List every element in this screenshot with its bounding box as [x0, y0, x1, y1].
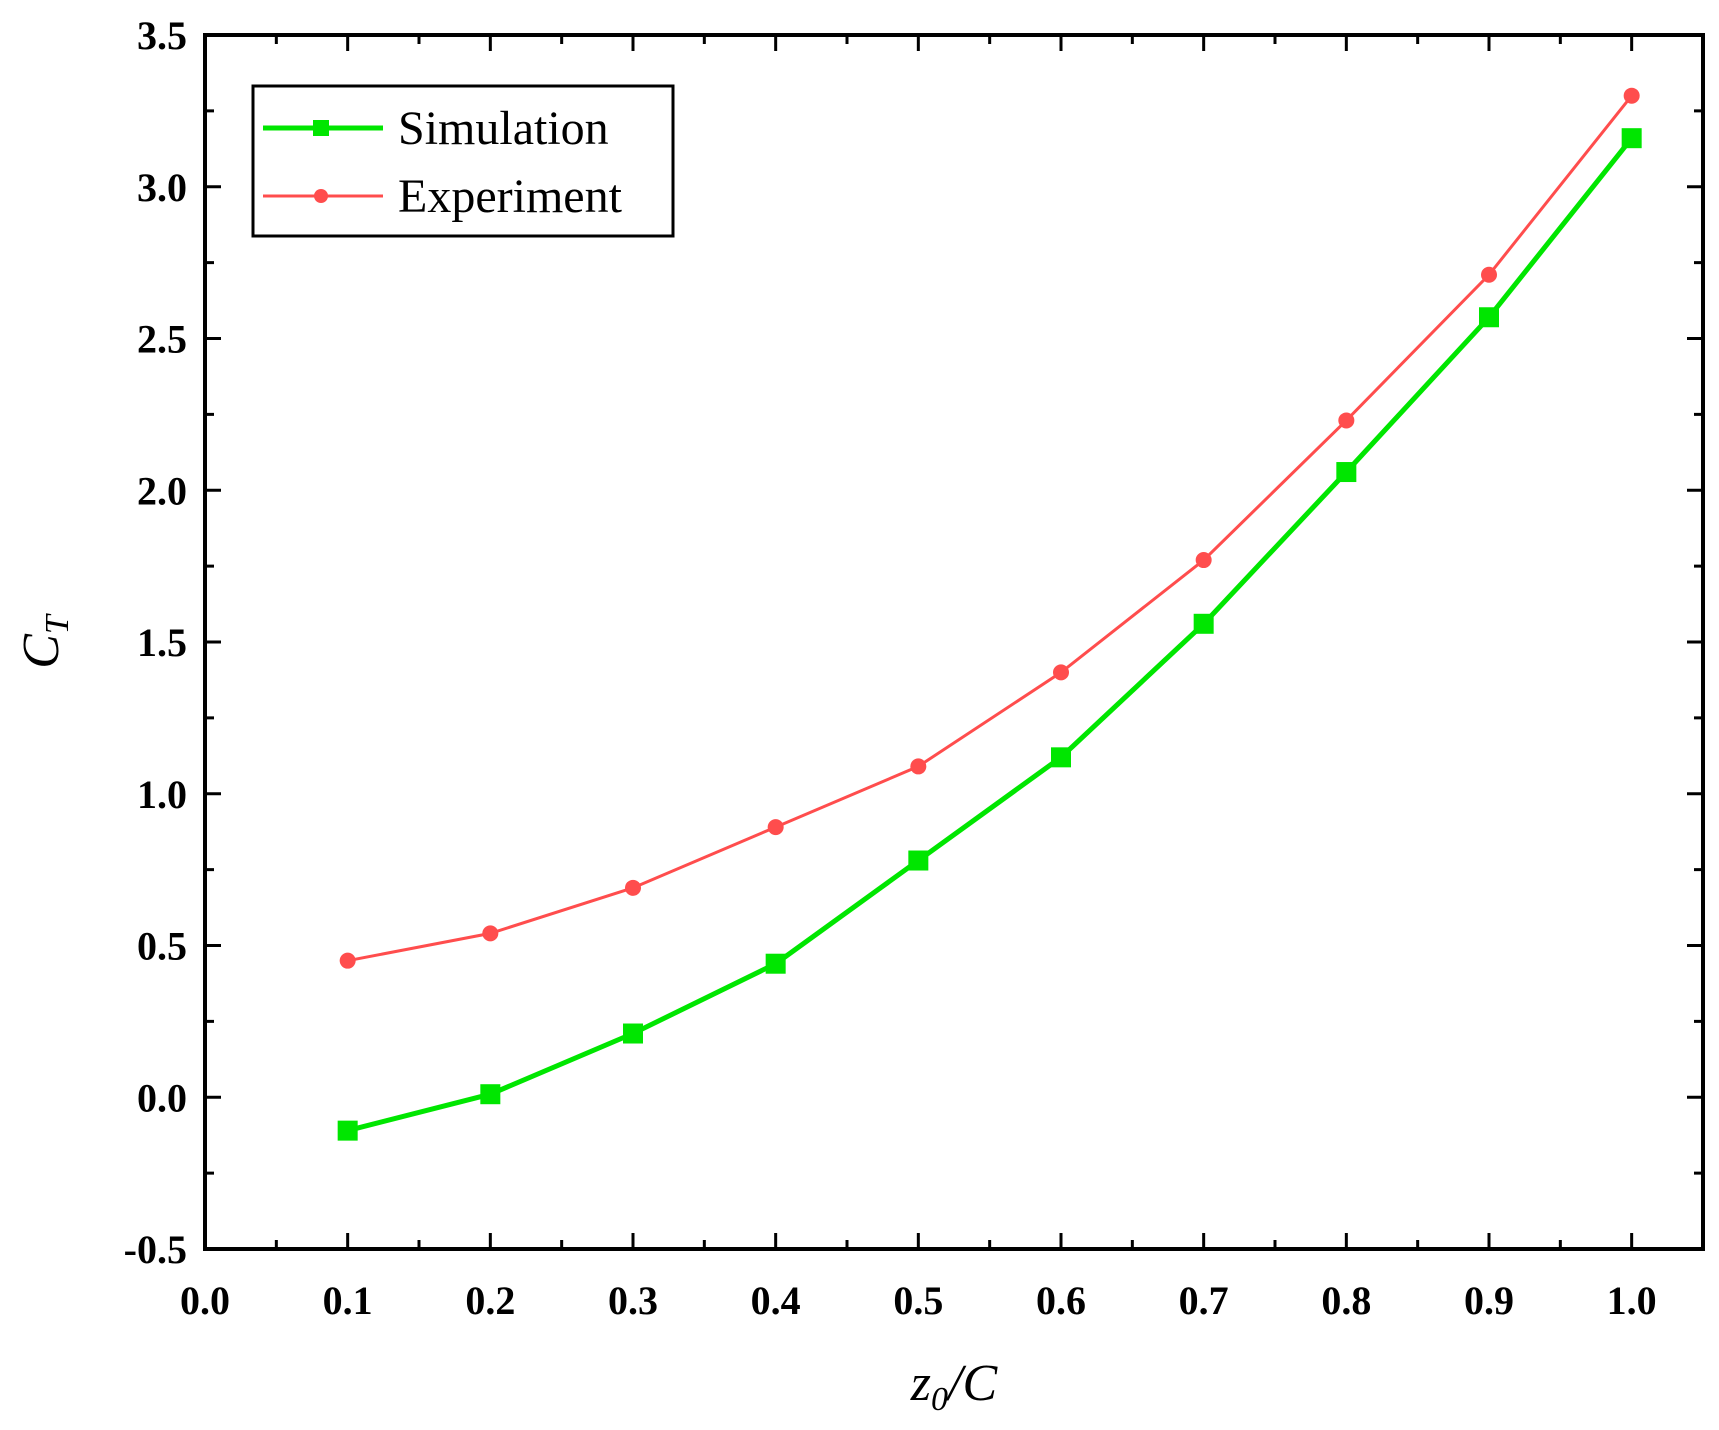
y-tick-label: 2.0: [137, 468, 187, 513]
data-point-experiment: [1338, 412, 1355, 429]
data-point-experiment: [767, 819, 784, 836]
data-point-simulation: [1621, 128, 1642, 149]
data-point-experiment: [910, 758, 927, 775]
x-tick-label: 0.3: [608, 1278, 658, 1323]
data-point-simulation: [337, 1120, 358, 1141]
data-point-experiment: [1623, 87, 1640, 104]
data-point-simulation: [908, 850, 929, 871]
data-point-simulation: [1479, 307, 1499, 328]
plot-layer: [337, 87, 1642, 1141]
y-tick-label: 2.5: [137, 317, 187, 362]
x-tick-label: 0.1: [323, 1278, 373, 1323]
x-tick-label: 0.4: [751, 1278, 801, 1323]
y-tick-label: 1.5: [137, 620, 187, 665]
legend-box: [251, 84, 675, 238]
series-line-simulation: [347, 136, 1634, 1134]
legend-label-simulation: Simulation: [398, 102, 609, 155]
data-point-experiment: [482, 925, 499, 942]
data-point-simulation: [1336, 462, 1357, 483]
y-tick-label: 3.0: [137, 165, 187, 210]
axes-layer: 0.0 0.1 0.2 0.3 0.4 0.5 0.6 0.7 0.8 0.9 1.0 -0.5 0.0…: [124, 13, 1705, 1323]
data-point-simulation: [1193, 613, 1214, 634]
x-axis-title: z0/C: [910, 1355, 999, 1418]
legend-swatch-marker: [314, 189, 328, 203]
data-point-simulation: [623, 1023, 643, 1044]
x-tick-label: 0.6: [1036, 1278, 1086, 1323]
data-point-experiment: [1481, 266, 1497, 283]
y-axis-title: CT: [13, 613, 76, 669]
legend: Simulation Experiment: [251, 84, 675, 238]
y-tick-label: 0.0: [137, 1075, 187, 1120]
data-point-experiment: [625, 879, 641, 896]
x-tick-label: 1.0: [1607, 1278, 1657, 1323]
legend-label-experiment: Experiment: [398, 170, 623, 223]
data-point-experiment: [1195, 552, 1212, 569]
series-line-experiment: [347, 94, 1633, 963]
y-tick-label: 1.0: [137, 772, 187, 817]
legend-swatch-marker: [313, 120, 329, 136]
data-point-simulation: [765, 953, 786, 974]
axis-titles: z0/C CT: [13, 613, 999, 1418]
x-tick-label: 0.2: [465, 1278, 515, 1323]
y-tick-label: -0.5: [124, 1227, 187, 1272]
y-tick-label: 0.5: [137, 924, 187, 969]
y-tick-label: 3.5: [137, 13, 187, 58]
x-tick-label: 0.5: [893, 1278, 943, 1323]
x-tick-label: 0.7: [1179, 1278, 1229, 1323]
x-tick-label: 0.8: [1321, 1278, 1371, 1323]
data-point-simulation: [480, 1084, 501, 1105]
x-tick-label: 0.0: [180, 1278, 230, 1323]
data-point-experiment: [339, 952, 356, 969]
data-point-experiment: [1053, 664, 1069, 681]
x-tick-label: 0.9: [1464, 1278, 1514, 1323]
data-point-simulation: [1051, 747, 1071, 768]
